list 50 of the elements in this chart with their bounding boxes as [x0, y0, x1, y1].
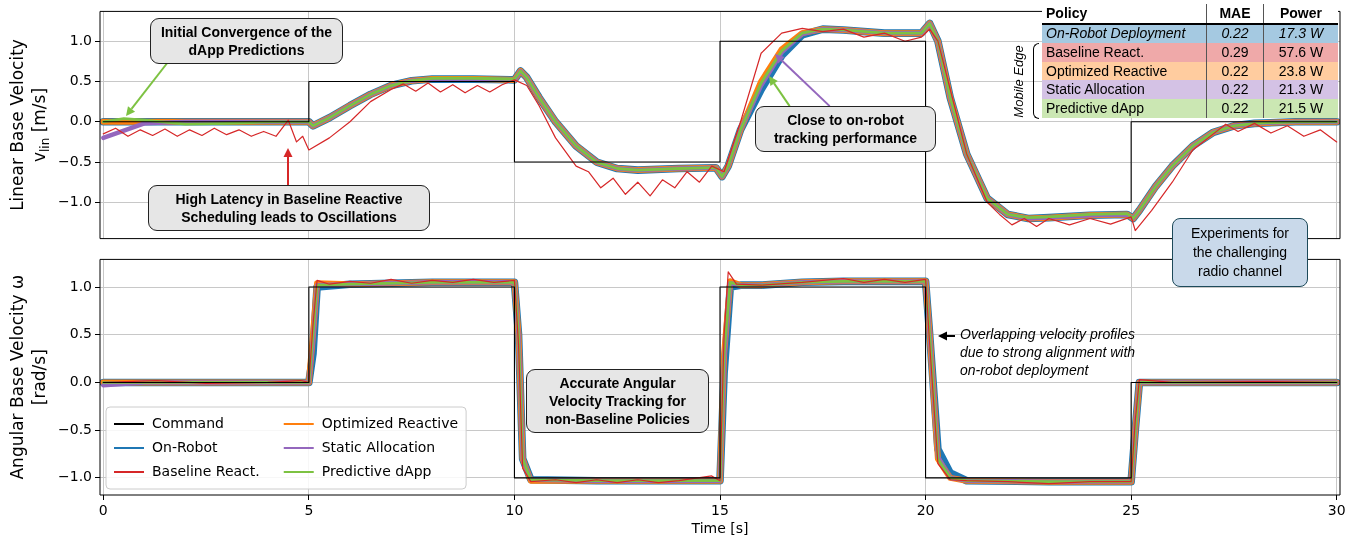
annotation: 0.22 [1206, 23, 1264, 44]
x-tick-label: 30 [1327, 502, 1346, 519]
x-tick-label: 5 [304, 502, 314, 519]
annotation: MAE [1206, 4, 1264, 24]
y-tick-label: −1.0 [58, 192, 92, 209]
annotation: Baseline React. [1042, 43, 1207, 62]
y-tick-label: 1.0 [69, 277, 92, 294]
annotation: Predictive dApp [1042, 98, 1207, 118]
y-axis-title: Angular Base Velocity ω [rad/s] [7, 274, 50, 480]
annotation: Power [1263, 4, 1338, 24]
y-tick-label: −0.5 [58, 420, 92, 437]
x-tick-label: 0 [98, 502, 108, 519]
annotation: On-Robot Deployment [1042, 23, 1207, 44]
y-tick-label: 1.0 [69, 31, 92, 48]
note-box: Accurate Angular Velocity Tracking for non-Baseline Policies [526, 369, 709, 433]
legend-label: On-Robot [152, 438, 219, 455]
annotation: 21.3 W [1263, 80, 1338, 99]
y-tick-label: 0.0 [69, 112, 92, 129]
legend-label: Optimized Reactive [321, 414, 459, 431]
x-tick-label: 10 [505, 502, 524, 519]
annotation: 0.22 [1206, 61, 1264, 81]
y-tick-label: 0.0 [69, 373, 92, 390]
annotation: 57.6 W [1263, 43, 1338, 62]
annotation: Mobile Edge [1010, 44, 1026, 118]
x-tick-label: 15 [711, 502, 729, 519]
annotation: 21.5 W [1263, 98, 1338, 118]
legend-label: Command [152, 414, 224, 431]
note-box: High Latency in Baseline Reactive Scheduling leads to Oscillations [148, 185, 430, 231]
legend-label: Baseline React. [152, 462, 260, 479]
y-tick-label: −0.5 [58, 152, 92, 169]
x-axis-title: Time [s] [690, 520, 749, 537]
annotation: 23.8 W [1263, 61, 1338, 81]
note-box: Experiments for the challenging radio channel [1172, 218, 1308, 287]
legend-label: Predictive dApp [321, 462, 432, 479]
x-tick-label: 20 [916, 502, 935, 519]
note-box: Initial Convergence of the dApp Predictions [150, 18, 343, 64]
annotation: 17.3 W [1263, 23, 1338, 44]
annotation: Static Allocation [1042, 80, 1207, 99]
x-tick-label: 25 [1122, 502, 1141, 519]
annotation: Policy [1042, 4, 1207, 24]
y-tick-label: 0.5 [69, 72, 92, 89]
annotation: 0.22 [1206, 98, 1264, 118]
annotation: 0.22 [1206, 80, 1264, 99]
annotation: 0.29 [1206, 43, 1264, 62]
legend-label: Static Allocation [321, 438, 436, 455]
y-tick-label: −1.0 [58, 468, 92, 485]
note-box: Close to on-robot tracking performance [755, 106, 936, 152]
annotation: Optimized Reactive [1042, 61, 1207, 81]
annotation: Overlapping velocity profiles due to strong alignment with on-robot deployment [960, 325, 1137, 379]
y-tick-label: 0.5 [69, 325, 92, 342]
